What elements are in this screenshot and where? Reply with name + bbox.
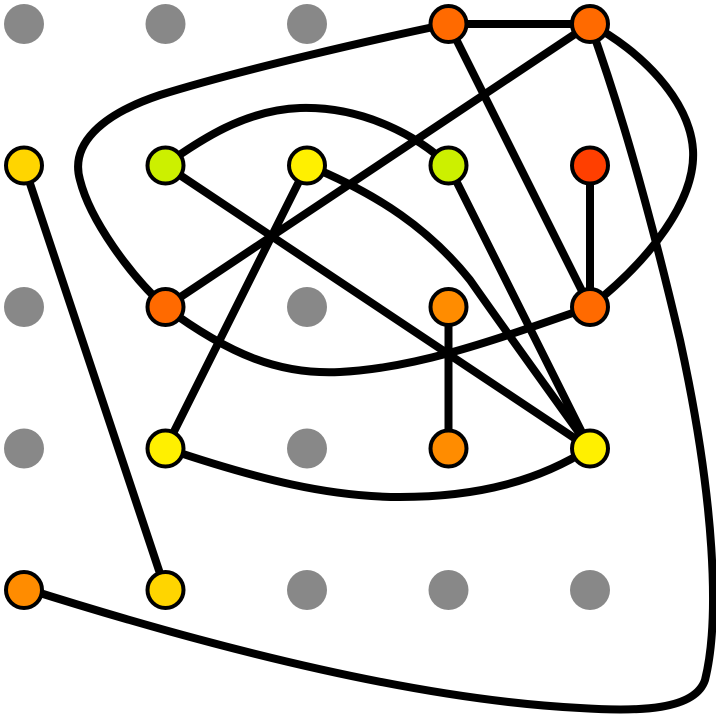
node-r3c3 bbox=[428, 428, 469, 469]
node-r1c0 bbox=[4, 145, 44, 186]
edge-r0c4-r2c4 bbox=[586, 20, 698, 311]
node-r4c0 bbox=[4, 570, 44, 610]
edge-r2c1-r2c4 bbox=[161, 303, 594, 377]
edge-r3c1-r3c4 bbox=[161, 444, 594, 501]
edge-r0c3-r2c1 bbox=[74, 20, 452, 311]
node-r3c1 bbox=[145, 428, 186, 469]
node-r2c4 bbox=[570, 287, 610, 327]
grid-dot-r4c3 bbox=[428, 570, 469, 610]
edge-r1c2-r3c1 bbox=[161, 161, 311, 453]
node-r2c3 bbox=[428, 287, 469, 327]
node-r1c1 bbox=[145, 145, 186, 186]
grid-dot-r4c2 bbox=[287, 570, 327, 610]
grid-placeholder-layer bbox=[4, 4, 610, 610]
grid-dot-r3c0 bbox=[4, 428, 44, 469]
node-r4c1 bbox=[145, 570, 186, 610]
grid-dot-r0c0 bbox=[4, 4, 44, 44]
node-r2c1 bbox=[145, 287, 186, 327]
node-r0c3 bbox=[428, 4, 469, 44]
node-r0c4 bbox=[570, 4, 610, 44]
grid-dot-r0c1 bbox=[145, 4, 186, 44]
grid-dot-r4c4 bbox=[570, 570, 610, 610]
node-r1c4 bbox=[570, 145, 610, 186]
edge-r0c4-r2c1 bbox=[161, 20, 594, 311]
grid-dot-r2c2 bbox=[287, 287, 327, 327]
node-r1c2 bbox=[287, 145, 327, 186]
edge-r1c2-r3c4 bbox=[303, 161, 594, 452]
grid-dot-r0c2 bbox=[287, 4, 327, 44]
grid-dot-r3c2 bbox=[287, 428, 327, 469]
edge-layer bbox=[20, 20, 716, 714]
node-r3c4 bbox=[570, 428, 610, 469]
edge-r0c4-r4c0 bbox=[20, 20, 716, 714]
grid-dot-r2c0 bbox=[4, 287, 44, 327]
node-layer bbox=[4, 4, 610, 610]
edge-r0c3-r2c4 bbox=[444, 20, 594, 311]
edge-r1c3-r3c4 bbox=[444, 161, 594, 453]
edge-r1c1-r3c4 bbox=[161, 161, 594, 453]
edge-r1c0-r4c1 bbox=[20, 161, 170, 594]
node-r1c3 bbox=[428, 145, 469, 186]
